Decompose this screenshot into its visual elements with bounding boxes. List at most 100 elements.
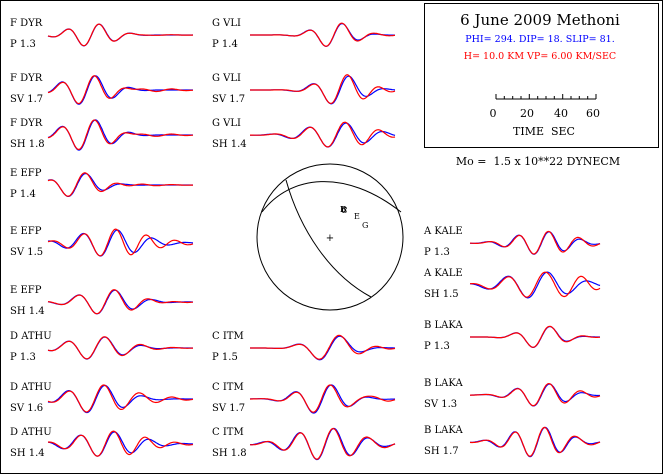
time-scale-bar: 0 20 40 60 TIME SEC [490, 94, 600, 138]
trace-phase-label: SH 1.5 [424, 289, 459, 300]
event-title: 6 June 2009 Methoni [460, 11, 620, 29]
time-scale-ticks [495, 94, 597, 99]
trace-phase-label: SH 1.8 [10, 139, 45, 150]
beachball-station-E: E [354, 212, 360, 221]
trace-phase-label: P 1.5 [212, 352, 238, 363]
trace-b-laka-sh: B LAKA SH 1.7 [424, 425, 601, 458]
synthetic-waveform [249, 427, 396, 460]
trace-g-vli-p: G VLI P 1.4 [212, 18, 396, 50]
trace-c-itm-sh: C ITM SH 1.8 [212, 427, 396, 461]
trace-station-label: C ITM [212, 427, 244, 438]
trace-station-label: D ATHU [10, 331, 52, 342]
synthetic-waveform [47, 23, 194, 47]
mechanism-params: PHI= 294. DIP= 18. SLIP= 81. [465, 34, 615, 45]
time-tick-60: 60 [586, 107, 600, 120]
info-box-frame [424, 3, 659, 148]
trace-station-label: F DYR [10, 73, 43, 84]
trace-phase-label: P 1.3 [10, 39, 36, 50]
trace-f-dyr-sv: F DYR SV 1.7 [10, 73, 194, 105]
trace-e-efp-p: E EFP P 1.4 [10, 168, 193, 200]
nodal-plane-1 [285, 179, 372, 298]
trace-phase-label: SV 1.5 [10, 247, 43, 258]
synthetic-waveform [469, 426, 601, 457]
time-tick-20: 20 [520, 107, 534, 120]
trace-station-label: G VLI [212, 118, 241, 129]
trace-phase-label: SH 1.8 [212, 448, 247, 459]
trace-phase-label: P 1.3 [424, 247, 450, 258]
trace-f-dyr-sh: F DYR SH 1.8 [10, 118, 194, 151]
time-tick-0: 0 [490, 107, 497, 120]
synthetic-waveform [47, 289, 193, 315]
trace-station-label: C ITM [212, 331, 244, 342]
trace-g-vli-sv: G VLI SV 1.7 [212, 73, 396, 105]
synthetic-waveform [250, 74, 396, 105]
time-scale-label: TIME SEC [513, 125, 575, 138]
trace-f-dyr-p: F DYR P 1.3 [10, 18, 194, 50]
synthetic-waveform [470, 382, 601, 407]
trace-c-itm-p: C ITM P 1.5 [212, 331, 396, 363]
trace-e-efp-sh: E EFP SH 1.4 [10, 285, 193, 317]
trace-station-label: E EFP [10, 168, 42, 179]
trace-e-efp-sv: E EFP SV 1.5 [10, 226, 194, 258]
time-tick-40: 40 [554, 107, 568, 120]
beachball-center-mark: + [326, 233, 334, 244]
trace-b-laka-p: B LAKA P 1.3 [424, 320, 601, 352]
beachball-station-B: B [340, 204, 347, 214]
synthetic-waveform [250, 22, 396, 47]
trace-station-label: G VLI [212, 73, 241, 84]
beachball-station-C: C [341, 205, 347, 215]
synthetic-waveform [250, 121, 396, 148]
synthetic-waveform [47, 228, 194, 257]
trace-station-label: E EFP [10, 285, 42, 296]
waveform-traces: F DYR P 1.3 F DYR SV 1.7 F DYR SH 1.8 E EFP P 1… [10, 18, 601, 461]
trace-station-label: A KALE [423, 226, 463, 237]
synthetic-waveform [47, 172, 193, 197]
trace-station-label: F DYR [10, 118, 43, 129]
trace-station-label: A KALE [423, 268, 463, 279]
synthetic-waveform [470, 325, 601, 348]
synthetic-waveform [47, 119, 194, 150]
synthetic-waveform [47, 336, 193, 360]
trace-d-athu-p: D ATHU P 1.3 [10, 331, 193, 363]
nodal-plane-2 [261, 181, 402, 213]
info-box: 6 June 2009 Methoni PHI= 294. DIP= 18. S… [424, 3, 659, 148]
observed-waveform [47, 384, 193, 414]
trace-station-label: B LAKA [424, 425, 463, 436]
depth-velocity: H= 10.0 KM VP= 6.00 KM/SEC [464, 51, 616, 62]
trace-phase-label: SH 1.4 [10, 306, 45, 317]
observed-waveform [249, 427, 396, 461]
trace-phase-label: SV 1.7 [212, 94, 245, 105]
trace-phase-label: P 1.3 [10, 352, 36, 363]
trace-phase-label: P 1.3 [424, 341, 450, 352]
synthetic-waveform [47, 430, 194, 457]
trace-phase-label: SH 1.7 [424, 446, 459, 457]
trace-phase-label: SV 1.7 [10, 94, 43, 105]
beachball-circle [256, 163, 404, 311]
trace-station-label: B LAKA [424, 320, 463, 331]
synthetic-waveform [250, 384, 396, 413]
trace-a-kale-p: A KALE P 1.3 [423, 226, 601, 258]
seismic-moment: Mo = 1.5 x 10**22 DYNECM [456, 155, 620, 168]
trace-station-label: F DYR [10, 18, 43, 29]
synthetic-waveform [250, 334, 396, 360]
focal-mechanism-beachball: + B C E G [256, 163, 404, 311]
trace-phase-label: SV 1.6 [10, 403, 43, 414]
observed-waveform [47, 431, 194, 457]
trace-phase-label: SH 1.4 [10, 448, 45, 459]
synthetic-waveform [469, 230, 601, 255]
trace-phase-label: P 1.4 [212, 39, 238, 50]
trace-station-label: D ATHU [10, 427, 52, 438]
trace-g-vli-sh: G VLI SH 1.4 [212, 118, 396, 150]
trace-station-label: C ITM [212, 382, 244, 393]
trace-station-label: G VLI [212, 18, 241, 29]
beachball-station-G: G [362, 221, 368, 230]
observed-waveform [469, 231, 601, 255]
trace-phase-label: SH 1.4 [212, 139, 247, 150]
synthetic-waveform [47, 75, 194, 105]
trace-phase-label: P 1.4 [10, 189, 36, 200]
trace-d-athu-sv: D ATHU SV 1.6 [10, 382, 194, 414]
observed-waveform [470, 426, 601, 458]
synthetic-waveform [47, 384, 194, 413]
trace-phase-label: SV 1.3 [424, 399, 457, 410]
observed-waveform [47, 229, 193, 257]
